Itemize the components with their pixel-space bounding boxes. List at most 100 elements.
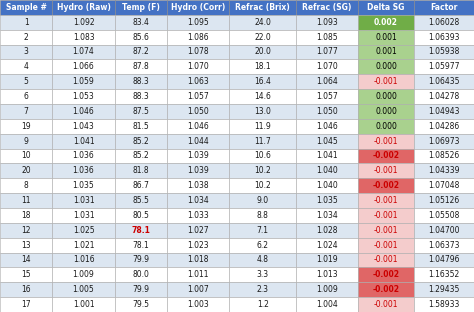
Bar — [115, 253, 167, 267]
Bar — [296, 193, 358, 208]
Text: 80.0: 80.0 — [132, 271, 149, 279]
Bar — [296, 59, 358, 74]
Bar — [167, 297, 229, 312]
Bar — [0, 45, 52, 59]
Text: 1.039: 1.039 — [187, 166, 209, 175]
Bar — [358, 297, 414, 312]
Bar — [229, 149, 296, 163]
Bar — [414, 253, 474, 267]
Text: 11: 11 — [21, 196, 31, 205]
Text: 1.066: 1.066 — [73, 62, 94, 71]
Text: -0.002: -0.002 — [373, 181, 400, 190]
Text: Hydro (Corr): Hydro (Corr) — [171, 3, 225, 12]
Bar — [229, 30, 296, 45]
Bar — [52, 253, 115, 267]
Text: 1.04286: 1.04286 — [428, 122, 459, 131]
Bar — [0, 193, 52, 208]
Text: 0.001: 0.001 — [375, 33, 397, 41]
Text: 85.2: 85.2 — [133, 137, 149, 146]
Text: 1.05938: 1.05938 — [428, 47, 459, 56]
Text: 1.036: 1.036 — [73, 166, 94, 175]
Bar — [115, 74, 167, 89]
Text: 1.2: 1.2 — [257, 300, 269, 309]
Text: 18: 18 — [21, 211, 31, 220]
Bar — [167, 134, 229, 149]
Text: 4.8: 4.8 — [256, 256, 269, 265]
Bar — [0, 15, 52, 30]
Text: 11.9: 11.9 — [254, 122, 271, 131]
Bar — [0, 0, 52, 15]
Bar — [115, 193, 167, 208]
Text: 1.009: 1.009 — [316, 285, 338, 294]
Text: 83.4: 83.4 — [132, 18, 149, 27]
Bar — [167, 193, 229, 208]
Bar — [167, 149, 229, 163]
Text: 1.08526: 1.08526 — [428, 152, 459, 160]
Bar — [296, 74, 358, 89]
Text: 1.046: 1.046 — [73, 107, 94, 116]
Bar — [358, 238, 414, 253]
Text: 80.5: 80.5 — [132, 211, 149, 220]
Text: 1.040: 1.040 — [316, 166, 338, 175]
Bar — [358, 45, 414, 59]
Text: 81.5: 81.5 — [133, 122, 149, 131]
Text: 1.074: 1.074 — [73, 47, 94, 56]
Text: 1.019: 1.019 — [316, 256, 338, 265]
Text: 1.025: 1.025 — [73, 226, 94, 235]
Bar — [167, 223, 229, 238]
Text: 1.078: 1.078 — [187, 47, 209, 56]
Text: -0.001: -0.001 — [374, 226, 398, 235]
Bar — [358, 134, 414, 149]
Bar — [229, 45, 296, 59]
Bar — [229, 59, 296, 74]
Text: 2: 2 — [24, 33, 28, 41]
Bar — [414, 282, 474, 297]
Text: 1.093: 1.093 — [316, 18, 338, 27]
Bar — [358, 89, 414, 104]
Bar — [296, 119, 358, 134]
Text: 10.2: 10.2 — [254, 181, 271, 190]
Text: 87.8: 87.8 — [133, 62, 149, 71]
Bar — [229, 253, 296, 267]
Text: 1.086: 1.086 — [187, 33, 209, 41]
Text: 79.5: 79.5 — [132, 300, 149, 309]
Bar — [52, 149, 115, 163]
Bar — [52, 267, 115, 282]
Text: 0.000: 0.000 — [375, 92, 397, 101]
Text: 1.013: 1.013 — [316, 271, 338, 279]
Text: 1.58933: 1.58933 — [428, 300, 459, 309]
Text: 79.9: 79.9 — [132, 256, 149, 265]
Text: 1.063: 1.063 — [187, 77, 209, 86]
Bar — [52, 282, 115, 297]
Bar — [115, 30, 167, 45]
Bar — [115, 59, 167, 74]
Text: 1.053: 1.053 — [73, 92, 94, 101]
Text: 1.033: 1.033 — [187, 211, 209, 220]
Bar — [414, 238, 474, 253]
Text: -0.001: -0.001 — [374, 211, 398, 220]
Text: 14: 14 — [21, 256, 31, 265]
Bar — [167, 0, 229, 15]
Bar — [358, 178, 414, 193]
Text: 85.6: 85.6 — [132, 33, 149, 41]
Text: 8.8: 8.8 — [257, 211, 269, 220]
Text: 0.002: 0.002 — [374, 18, 398, 27]
Bar — [229, 178, 296, 193]
Text: Refrac (Brix): Refrac (Brix) — [235, 3, 290, 12]
Text: 10: 10 — [21, 152, 31, 160]
Bar — [115, 119, 167, 134]
Bar — [115, 134, 167, 149]
Text: 1.083: 1.083 — [73, 33, 94, 41]
Text: 9: 9 — [24, 137, 28, 146]
Bar — [167, 104, 229, 119]
Text: 1.092: 1.092 — [73, 18, 94, 27]
Bar — [52, 134, 115, 149]
Bar — [229, 267, 296, 282]
Text: 22.0: 22.0 — [254, 33, 271, 41]
Bar — [52, 223, 115, 238]
Text: 19: 19 — [21, 122, 31, 131]
Bar — [167, 208, 229, 223]
Bar — [115, 15, 167, 30]
Text: 12: 12 — [21, 226, 31, 235]
Text: 1.041: 1.041 — [73, 137, 94, 146]
